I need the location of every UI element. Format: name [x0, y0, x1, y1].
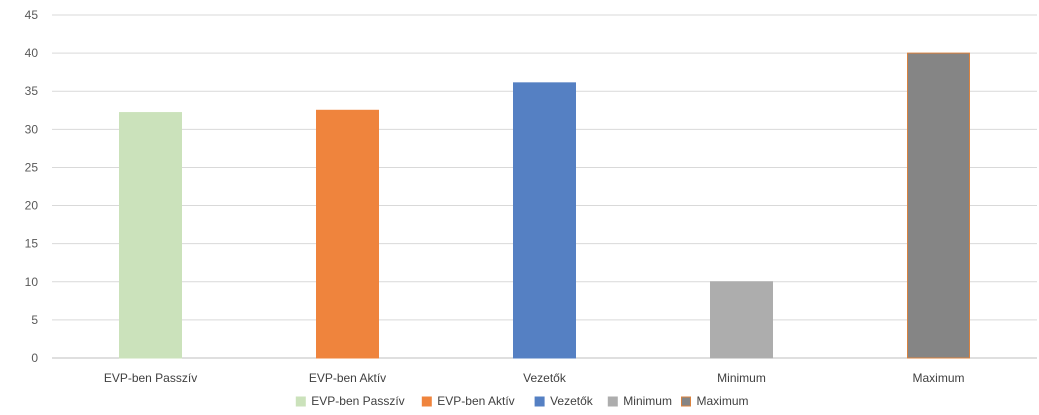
- legend-label: EVP-ben Passzív: [311, 394, 404, 408]
- legend-label: EVP-ben Aktív: [437, 394, 514, 408]
- y-tick-label: 35: [25, 84, 39, 98]
- bar-2: [316, 109, 379, 359]
- y-tick-label: 20: [25, 199, 39, 213]
- x-category-label: EVP-ben Aktív: [309, 371, 386, 385]
- x-category-label: Vezetők: [523, 371, 567, 385]
- x-axis-categories: EVP-ben Passzív EVP-ben Aktív Vezetők Minim…: [104, 371, 965, 385]
- legend-label: Maximum: [697, 394, 749, 408]
- y-axis-ticks: 0 5 10 15 20 25 30 35 40 45: [25, 8, 39, 365]
- legend-label: Vezetők: [550, 394, 594, 408]
- y-tick-label: 10: [25, 275, 39, 289]
- y-tick-label: 5: [31, 313, 38, 327]
- y-tick-label: 30: [25, 122, 39, 136]
- legend-swatch: [681, 396, 691, 407]
- y-tick-label: 15: [25, 237, 39, 251]
- bars: [119, 52, 970, 359]
- x-category-label: EVP-ben Passzív: [104, 371, 197, 385]
- legend-swatch: [534, 396, 545, 407]
- bar-1: [119, 112, 182, 359]
- bar-4: [710, 281, 773, 359]
- bar-3: [513, 82, 576, 359]
- x-category-label: Maximum: [912, 371, 964, 385]
- y-tick-label: 25: [25, 160, 39, 174]
- y-tick-label: 40: [25, 46, 39, 60]
- legend-swatch: [421, 396, 432, 407]
- bar-5: [907, 52, 970, 359]
- y-tick-label: 0: [31, 351, 38, 365]
- legend-swatch: [295, 396, 306, 407]
- legend: EVP-ben Passzív EVP-ben Aktív Vezetők Minim…: [295, 394, 749, 408]
- legend-swatch: [607, 396, 618, 407]
- legend-label: Minimum: [623, 394, 672, 408]
- y-tick-label: 45: [25, 8, 39, 22]
- x-category-label: Minimum: [717, 371, 766, 385]
